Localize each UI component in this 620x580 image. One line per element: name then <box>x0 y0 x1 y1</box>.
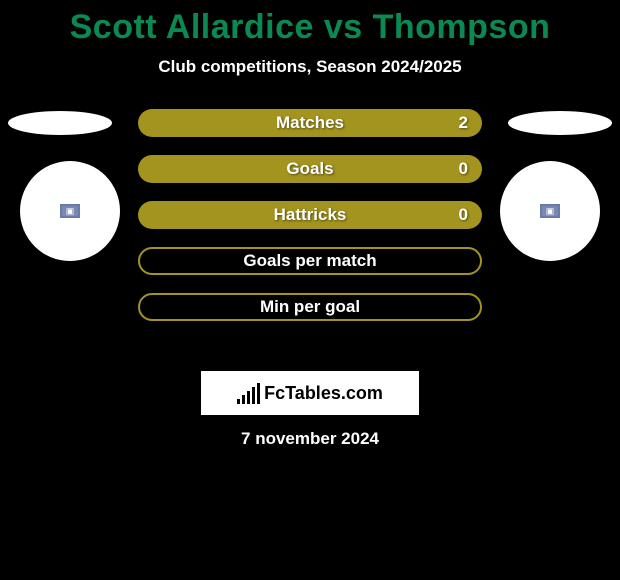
stat-label: Goals <box>286 159 333 179</box>
stat-label: Min per goal <box>260 297 360 317</box>
page-title: Scott Allardice vs Thompson <box>0 8 620 47</box>
infographic-container: Scott Allardice vs Thompson Club competi… <box>0 0 620 449</box>
stat-rows: Matches 2 Goals 0 Hattricks 0 Goals per … <box>138 109 482 339</box>
image-placeholder-icon: ▣ <box>540 204 560 218</box>
main-area: ▣ ▣ Matches 2 Goals 0 Hattricks 0 Goals … <box>0 109 620 349</box>
stat-row-hattricks: Hattricks 0 <box>138 201 482 229</box>
logo-text: FcTables.com <box>264 383 383 404</box>
stat-value: 2 <box>459 113 468 133</box>
stat-label: Goals per match <box>243 251 376 271</box>
stat-value: 0 <box>459 205 468 225</box>
stat-row-goals-per-match: Goals per match <box>138 247 482 275</box>
player2-ellipse <box>508 111 612 135</box>
logo-panel: FcTables.com <box>201 371 419 415</box>
stat-label: Hattricks <box>274 205 347 225</box>
player1-avatar-circle: ▣ <box>20 161 120 261</box>
stat-row-goals: Goals 0 <box>138 155 482 183</box>
player2-avatar-circle: ▣ <box>500 161 600 261</box>
player1-ellipse <box>8 111 112 135</box>
footer-date: 7 november 2024 <box>0 429 620 449</box>
image-placeholder-icon: ▣ <box>60 204 80 218</box>
stat-value: 0 <box>459 159 468 179</box>
stat-row-matches: Matches 2 <box>138 109 482 137</box>
fctables-logo: FcTables.com <box>237 382 383 404</box>
stat-label: Matches <box>276 113 344 133</box>
page-subtitle: Club competitions, Season 2024/2025 <box>0 57 620 77</box>
stat-row-min-per-goal: Min per goal <box>138 293 482 321</box>
bar-chart-icon <box>237 382 260 404</box>
